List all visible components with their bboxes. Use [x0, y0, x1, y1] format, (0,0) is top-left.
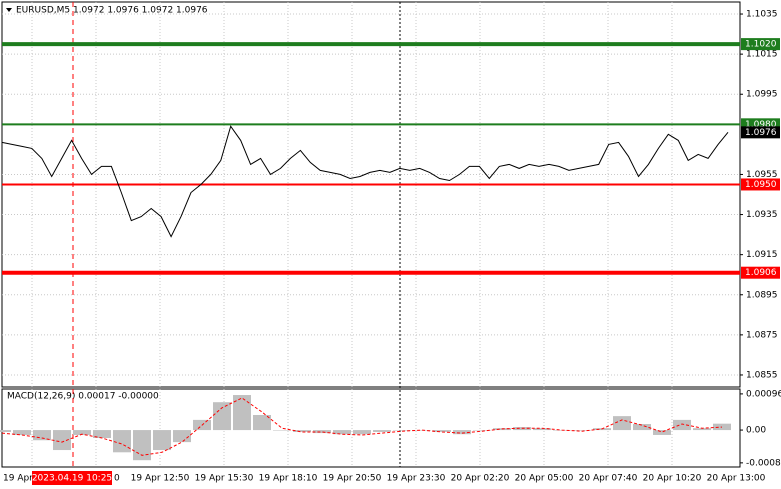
macd-bar: [253, 415, 271, 431]
price-panel: [1, 1, 741, 388]
y-tick-label: 1.0935: [746, 210, 778, 220]
level-label: 1.0950: [745, 180, 777, 190]
macd-bar: [173, 430, 191, 443]
y-tick-label: 1.0995: [746, 90, 778, 100]
x-tick-label: 20 Apr 10:20: [643, 474, 702, 484]
macd-bar: [613, 416, 631, 431]
y-tick-label: 1.0955: [746, 170, 778, 180]
macd-bar: [213, 402, 231, 431]
macd-bar: [333, 430, 351, 435]
level-label-box: [741, 266, 780, 279]
level-label-box: [741, 38, 780, 51]
macd-bar: [433, 430, 451, 432]
level-label: 1.1020: [745, 40, 777, 50]
current-price-box: [741, 126, 780, 139]
y-tick-label: 1.1035: [746, 10, 778, 20]
y-tick-label: 1.0875: [746, 330, 778, 340]
macd-bar: [153, 430, 171, 451]
macd-bar: [633, 424, 651, 431]
macd-bar: [573, 430, 591, 431]
macd-bar: [93, 430, 111, 438]
macd-bar: [453, 430, 471, 435]
macd-bar: [713, 423, 731, 431]
x-tick-label: 20 Apr 05:00: [515, 474, 574, 484]
x-tick-label: 19 Apr 12:50: [131, 474, 190, 484]
macd-bar: [373, 430, 391, 432]
macd-bar: [33, 430, 51, 441]
macd-bar: [233, 395, 251, 431]
macd-bar: [653, 430, 671, 435]
y-tick-label: 1.1015: [746, 50, 778, 60]
price-line: [1, 125, 729, 238]
x-tick-label: 0: [114, 474, 120, 484]
menu-icon: [6, 8, 12, 12]
crosshair-time: 2023.04.19 10:25: [32, 474, 112, 484]
macd-bar: [353, 430, 371, 435]
x-tick-label: 19 Apr 18:10: [259, 474, 318, 484]
x-tick-label: 19 Apr 15:30: [195, 474, 254, 484]
macd-panel: [1, 388, 741, 468]
macd-bar: [0, 430, 11, 432]
macd-bar: [533, 428, 551, 431]
macd-bar: [13, 430, 31, 435]
macd-bar: [273, 430, 291, 431]
current-price-label: 1.0976: [745, 128, 777, 138]
x-tick-label: 20 Apr 13:00: [707, 474, 766, 484]
x-tick-label: 20 Apr 07:40: [579, 474, 638, 484]
macd-bar: [73, 430, 91, 435]
macd-bar: [393, 430, 411, 431]
crosshair-time-box: [32, 471, 112, 485]
y-tick-label: 1.0895: [746, 290, 778, 300]
level-label-box: [741, 178, 780, 191]
x-tick-label: 19 Apr: [3, 474, 33, 484]
y-tick-label: 1.0915: [746, 250, 778, 260]
y-tick-label: -0.00087: [746, 458, 781, 468]
macd-bar: [293, 430, 311, 432]
x-tick-label: 19 Apr 20:50: [323, 474, 382, 484]
macd-bar: [673, 419, 691, 431]
macd-bar: [413, 430, 431, 431]
y-tick-label: 0.00: [746, 426, 766, 436]
level-label: 1.0906: [745, 268, 777, 278]
x-tick-label: 20 Apr 02:20: [451, 474, 510, 484]
y-tick-label: 0.00096: [746, 389, 781, 399]
macd-title: MACD(12,26,9) 0.00017 -0.00000: [7, 392, 159, 402]
signal-line: [1, 397, 723, 456]
level-label: 1.0980: [745, 120, 777, 130]
x-tick-label: 19 Apr 23:30: [387, 474, 446, 484]
y-tick-label: 1.0855: [746, 370, 778, 380]
macd-bar: [473, 430, 491, 431]
macd-bar: [693, 428, 711, 431]
chart-title: EURUSD,M5 1.0972 1.0976 1.0972 1.0976: [16, 6, 208, 16]
macd-bar: [53, 430, 71, 451]
macd-bar: [313, 430, 331, 434]
macd-bar: [113, 430, 131, 453]
